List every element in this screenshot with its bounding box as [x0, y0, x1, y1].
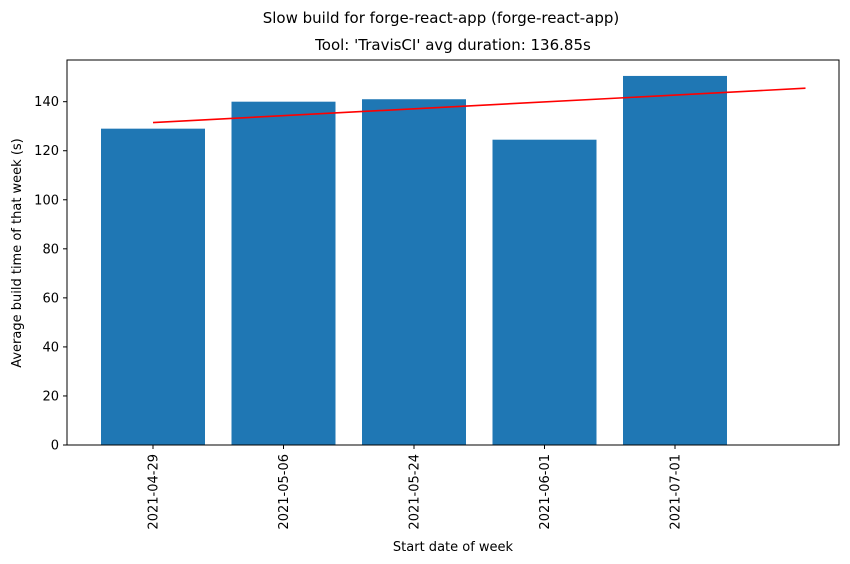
x-tick-label: 2021-05-06	[277, 454, 292, 530]
trend-line-group	[152, 87, 806, 124]
bar-2021-05-06	[231, 101, 336, 445]
y-tick-label: 40	[42, 340, 59, 355]
x-tick-label: 2021-06-01	[538, 454, 553, 530]
x-axis-label: Start date of week	[393, 540, 514, 555]
plot-frame	[66, 59, 840, 446]
chart-title: Slow build for forge-react-app (forge-re…	[263, 9, 620, 27]
y-tick-label: 80	[42, 242, 59, 257]
bar-2021-07-01	[623, 75, 727, 446]
y-tick-label: 0	[51, 439, 59, 454]
x-tick-label: 2021-04-29	[147, 454, 162, 530]
x-tick-label: 2021-05-24	[408, 454, 423, 530]
y-tick-label: 120	[34, 144, 59, 159]
trend-line	[152, 87, 806, 124]
y-tick-label: 100	[34, 193, 59, 208]
bar-2021-06-01	[492, 139, 597, 445]
y-tick-label: 140	[34, 95, 59, 110]
bar-2021-05-24	[362, 99, 466, 446]
x-axis-ticks: 2021-04-29 2021-05-06 2021-05-24 2021-06-01…	[147, 445, 684, 530]
bars-group	[101, 75, 727, 446]
bar-2021-04-29	[101, 128, 205, 445]
y-axis-label: Average build time of that week (s)	[10, 138, 25, 368]
y-tick-label: 20	[42, 389, 59, 404]
y-axis-ticks: 0 20 40 60 80 100 120 140	[34, 95, 67, 454]
chart-subtitle: Tool: 'TravisCI' avg duration: 136.85s	[314, 36, 591, 54]
x-tick-label: 2021-07-01	[669, 454, 684, 530]
y-tick-label: 60	[42, 291, 59, 306]
